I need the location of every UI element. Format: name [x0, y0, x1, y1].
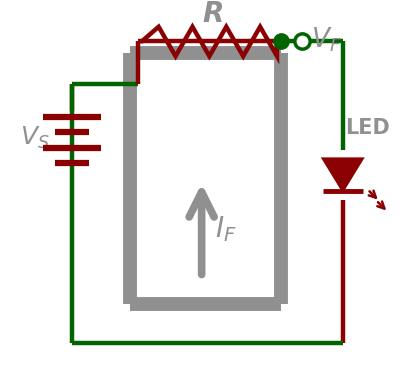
Text: $V_S$: $V_S$: [20, 125, 50, 151]
Text: R: R: [202, 0, 224, 28]
Text: $V_F$: $V_F$: [311, 25, 342, 54]
Polygon shape: [323, 159, 363, 191]
Text: LED: LED: [345, 118, 390, 138]
Text: $I_F$: $I_F$: [215, 214, 237, 244]
